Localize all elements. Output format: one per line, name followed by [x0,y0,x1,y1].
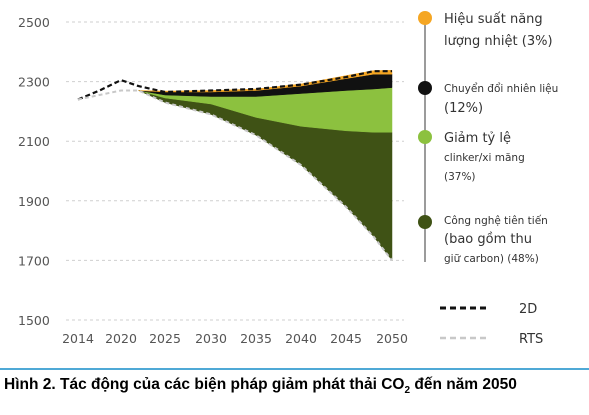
caption-divider [0,368,589,370]
y-axis-ticks: 2500 2300 2100 1900 1700 1500 [18,15,50,328]
legend-marker [418,11,432,25]
figure-caption: Hình 2. Tác động của các biện pháp giảm … [4,376,589,396]
x-tick-label: 2040 [285,331,317,346]
y-tick-label: 1900 [18,194,50,209]
legend-label: (37%) [444,171,476,183]
x-tick-label: 2025 [149,331,181,346]
caption-subscript: 2 [404,385,411,397]
x-tick-label: 2050 [376,331,408,346]
legend-marker [418,215,432,229]
legend-label: (bao gồm thu [444,232,532,247]
x-axis-ticks: 2014 2020 2025 2030 2035 2040 2045 2050 [62,331,408,346]
legend-label: lượng nhiệt (3%) [444,34,553,49]
x-tick-label: 2030 [195,331,227,346]
legend-label: Hiệu suất năng [444,12,543,27]
legend-label: Chuyển đổi nhiên liệu [444,82,558,95]
scenario-lines [77,70,393,262]
reduction-areas [138,70,393,262]
caption-text-end: đến năm 2050 [410,376,517,393]
y-tick-label: 2300 [18,75,50,90]
legend-line-label: 2D [519,302,537,317]
line-2d [77,70,392,101]
legend-label: giữ carbon) (48%) [444,253,539,265]
x-tick-label: 2035 [240,331,272,346]
x-tick-label: 2014 [62,331,94,346]
legend-marker [418,130,432,144]
line-rts [77,89,393,262]
x-tick-label: 2045 [330,331,362,346]
legend-line-label: RTS [519,332,543,347]
y-tick-label: 1700 [18,253,50,268]
legend-label: (12%) [444,101,483,116]
caption-text: Hình 2. Tác động của các biện pháp giảm … [4,376,405,393]
legend: Hiệu suất năng lượng nhiệt (3%) Chuyển đổi… [418,11,558,347]
y-tick-label: 2500 [18,15,50,30]
y-tick-label: 1500 [18,313,50,328]
legend-label: Công nghệ tiên tiến [444,215,548,227]
legend-label: Giảm tỷ lệ [444,131,511,146]
legend-marker [418,81,432,95]
legend-label: clinker/xi măng [444,152,525,164]
emissions-chart: 2500 2300 2100 1900 1700 1500 2014 2020 2025 203… [18,11,558,347]
y-tick-label: 2100 [18,134,50,149]
x-tick-label: 2020 [105,331,137,346]
